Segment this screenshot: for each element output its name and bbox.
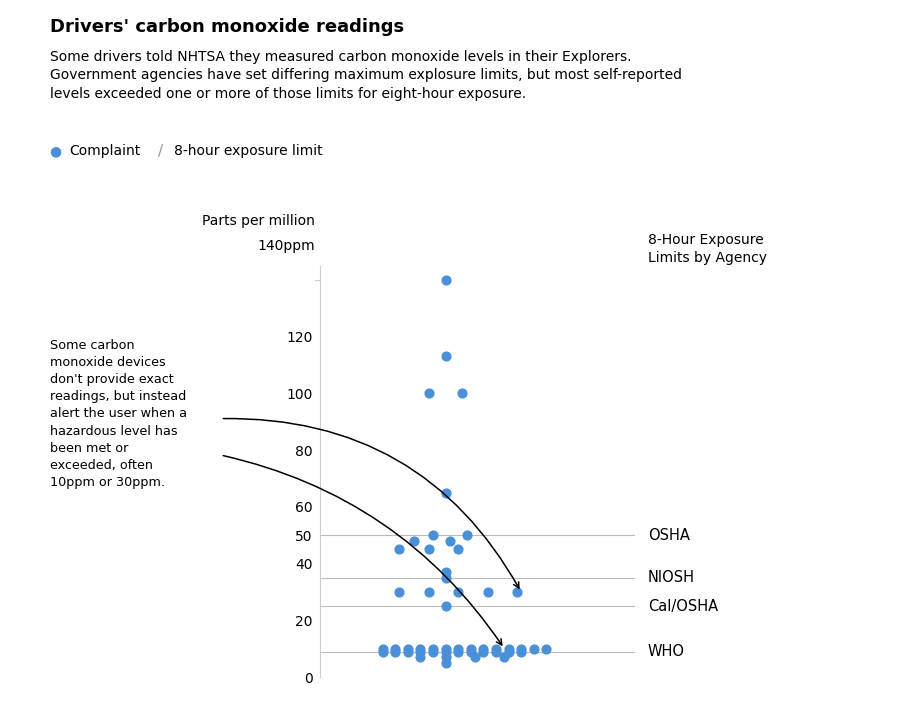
Point [413, 643, 428, 654]
Point [421, 387, 436, 399]
Point [438, 351, 453, 363]
Point [438, 646, 453, 657]
Point [489, 646, 503, 657]
Text: Parts per million: Parts per million [202, 214, 315, 228]
Point [421, 586, 436, 598]
Text: Drivers' carbon monoxide readings: Drivers' carbon monoxide readings [50, 18, 403, 36]
Text: Some drivers told NHTSA they measured carbon monoxide levels in their Explorers.: Some drivers told NHTSA they measured ca… [50, 50, 681, 101]
Point [497, 652, 511, 663]
Text: Some carbon
monoxide devices
don't provide exact
readings, but instead
alert the: Some carbon monoxide devices don't provi… [50, 339, 186, 489]
Text: NIOSH: NIOSH [648, 570, 695, 585]
Point [438, 566, 453, 578]
Text: Cal/OSHA: Cal/OSHA [648, 598, 718, 614]
Point [426, 646, 440, 657]
Point [464, 646, 478, 657]
Text: 140ppm: 140ppm [257, 239, 315, 253]
Text: 8-Hour Exposure
Limits by Agency: 8-Hour Exposure Limits by Agency [648, 233, 767, 266]
Point [438, 487, 453, 499]
Point [509, 586, 524, 598]
Point [526, 643, 541, 654]
Point [413, 652, 428, 663]
Point [476, 646, 491, 657]
Point [514, 643, 528, 654]
Point [400, 646, 415, 657]
Point [539, 643, 554, 654]
Point [388, 643, 402, 654]
Point [407, 535, 421, 547]
Point [451, 586, 465, 598]
Point [388, 646, 402, 657]
Point [392, 586, 407, 598]
Point [481, 586, 495, 598]
Point [451, 646, 465, 657]
Text: OSHA: OSHA [648, 528, 690, 542]
Point [489, 643, 503, 654]
Point [426, 643, 440, 654]
Point [476, 643, 491, 654]
Point [375, 646, 390, 657]
Point [421, 544, 436, 555]
Text: ●: ● [50, 144, 61, 159]
Point [443, 535, 457, 547]
Point [451, 643, 465, 654]
Point [501, 646, 516, 657]
Point [464, 643, 478, 654]
Point [501, 643, 516, 654]
Point [438, 601, 453, 612]
Point [438, 572, 453, 584]
Point [392, 544, 407, 555]
Point [468, 652, 482, 663]
Point [438, 652, 453, 663]
Point [455, 387, 470, 399]
Point [459, 529, 473, 541]
Point [514, 646, 528, 657]
Point [426, 529, 440, 541]
Text: /: / [158, 144, 163, 159]
Point [438, 643, 453, 654]
Point [400, 643, 415, 654]
Point [451, 544, 465, 555]
Text: 8-hour exposure limit: 8-hour exposure limit [174, 144, 322, 159]
Point [375, 643, 390, 654]
Text: WHO: WHO [648, 644, 685, 659]
Point [413, 646, 428, 657]
Text: Complaint: Complaint [69, 144, 140, 159]
Point [438, 274, 453, 285]
Point [438, 657, 453, 669]
